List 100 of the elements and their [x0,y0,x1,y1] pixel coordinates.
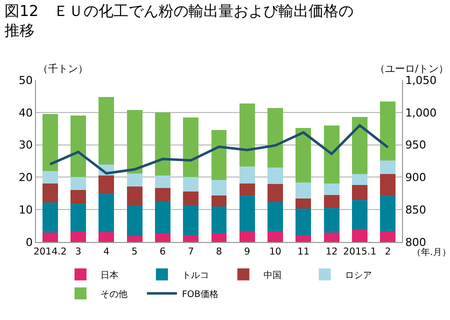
x-tick-label: 9 [244,246,250,258]
bar [183,176,199,192]
y-tick-label: 20 [18,171,33,184]
bar [70,176,86,190]
x-tick-label: 2015.1 [343,246,376,258]
legend-label: 中国 [263,270,282,281]
bar [154,112,170,176]
bar [98,232,114,242]
bar [154,232,170,242]
legend-label: 日本 [100,270,118,281]
x-tick-label: 11 [297,246,310,258]
bar [211,206,227,234]
bar [42,171,58,184]
bar [42,184,58,202]
bar [211,130,227,180]
bar [324,207,340,233]
x-axis-title: （年.月） [412,247,450,258]
legend-label: その他 [100,288,128,300]
bar [42,232,58,242]
bar [296,198,312,209]
x-tick-label: 4 [103,246,110,258]
y2-tick-label: 900 [405,171,426,184]
bar [239,231,255,242]
bar [70,231,86,242]
bar [98,176,114,194]
bar [42,114,58,172]
bar [183,205,199,236]
y-tick-label: 30 [18,138,33,152]
bar [380,174,396,196]
chart-title: 図12 ＥＵの化工でん粉の輸出量および輸出価格の推移 [4,2,354,40]
x-tick-label: 6 [160,246,166,258]
y-tick-label: 50 [18,74,33,87]
y-axis-title: （千トン） [38,63,88,75]
bar [239,104,255,167]
bar [324,184,340,196]
bar [211,234,227,242]
x-tick-label: 5 [132,246,138,258]
bar [268,232,284,242]
x-tick-label: 10 [269,246,282,258]
x-tick-label: 8 [216,246,222,258]
bar [296,128,312,183]
y2-tick-label: 1,050 [405,74,437,87]
bar [70,203,86,232]
y-tick-label: 0 [26,236,33,249]
bar [239,166,255,184]
bar [183,118,199,177]
bar [239,195,255,232]
bar [154,200,170,233]
bar [268,202,284,232]
x-tick-label: 7 [188,246,194,258]
bar [380,232,396,242]
bar [380,101,396,161]
bar [324,232,340,242]
bar [324,126,340,184]
bar [98,97,114,165]
bar [380,160,396,174]
y-tick-label: 10 [18,203,33,216]
bar [154,188,170,201]
y2-tick-label: 950 [405,138,426,152]
bar [183,191,199,206]
bar [126,236,142,242]
bar [126,186,142,206]
bar [154,175,170,188]
bar [183,235,199,242]
y-tick-label: 40 [18,106,33,120]
bar [70,190,86,204]
bar [296,235,312,242]
legend-label: ロシア [344,270,372,281]
bar [324,195,340,208]
bar [126,205,142,236]
bar [352,174,368,185]
bar [126,110,142,174]
y2-tick-label: 1,000 [405,106,437,120]
bar [296,208,312,236]
bar [211,180,227,196]
bar [268,167,284,184]
bar [42,202,58,233]
legend-label: FOB価格 [182,288,218,300]
x-tick-label: 2014.2 [33,246,67,258]
y2-tick-label: 850 [405,203,426,216]
bar [380,195,396,232]
bar [352,184,368,200]
x-tick-label: 2 [384,246,391,258]
y2-tick-label: 800 [405,236,426,249]
legend-label: トルコ [182,270,209,281]
bar [352,200,368,230]
bar [268,184,284,202]
bar [211,196,227,206]
bar [296,182,312,198]
line-series [48,124,390,175]
y2-axis-title: （ユーロ/トン） [375,64,448,75]
bar [268,108,284,168]
bar [70,115,86,177]
x-tick-label: 3 [75,246,82,258]
bar [239,183,255,196]
bar [352,116,368,174]
x-tick-label: 12 [326,246,338,258]
bar [98,194,114,232]
bar [352,230,368,242]
bar [126,173,142,187]
